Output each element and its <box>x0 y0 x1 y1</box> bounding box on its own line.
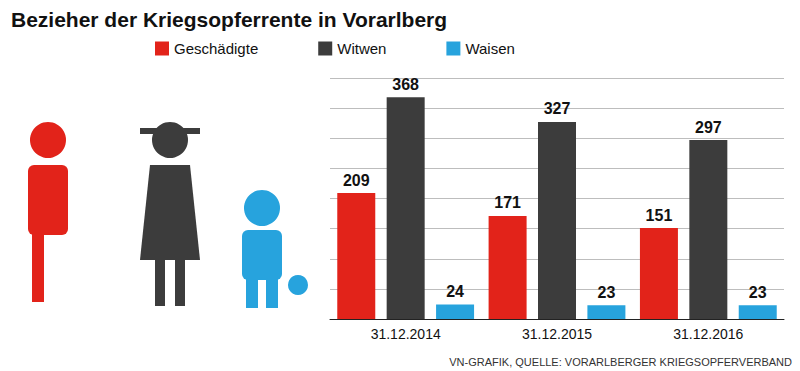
svg-text:31.12.2014: 31.12.2014 <box>371 326 441 342</box>
svg-text:Bezieher der Kriegsopferrente: Bezieher der Kriegsopferrente in Vorarlb… <box>11 8 447 31</box>
svg-text:23: 23 <box>749 284 767 301</box>
svg-text:24: 24 <box>446 283 464 300</box>
svg-text:368: 368 <box>392 76 419 93</box>
svg-text:23: 23 <box>598 284 616 301</box>
svg-text:Waisen: Waisen <box>465 40 514 57</box>
svg-text:Witwen: Witwen <box>337 40 386 57</box>
svg-text:171: 171 <box>494 194 521 211</box>
svg-text:151: 151 <box>646 207 673 224</box>
svg-text:Geschädigte: Geschädigte <box>174 40 258 57</box>
svg-text:VN-GRAFIK, QUELLE: VORARLBERGE: VN-GRAFIK, QUELLE: VORARLBERGER KRIEGSOP… <box>449 356 792 368</box>
svg-text:31.12.2015: 31.12.2015 <box>522 326 592 342</box>
svg-text:31.12.2016: 31.12.2016 <box>673 326 743 342</box>
svg-text:209: 209 <box>343 172 370 189</box>
svg-text:297: 297 <box>695 119 722 136</box>
svg-text:327: 327 <box>544 100 571 117</box>
